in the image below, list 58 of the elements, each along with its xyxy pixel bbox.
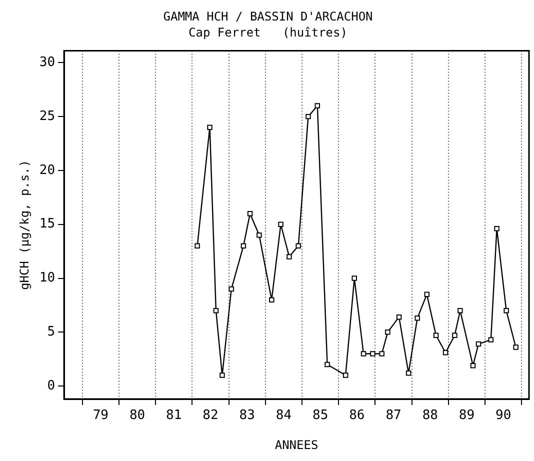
point — [379, 351, 384, 356]
point — [370, 351, 376, 356]
point — [476, 341, 482, 347]
y-tick-label: 25 — [39, 108, 56, 124]
x-tick-label: 82 — [202, 408, 218, 424]
point — [513, 344, 518, 350]
y-tick-label: 5 — [47, 324, 56, 340]
point — [488, 337, 494, 342]
point — [414, 316, 420, 321]
point — [306, 114, 311, 120]
point — [296, 243, 301, 249]
y-tick-label: 20 — [39, 162, 56, 178]
y-tick-label: 10 — [39, 270, 56, 286]
point — [207, 124, 212, 130]
point — [228, 286, 234, 292]
point — [406, 370, 412, 376]
point — [458, 308, 463, 314]
y-tick-label: 0 — [47, 378, 56, 394]
x-tick-label: 86 — [349, 408, 365, 424]
point — [213, 308, 219, 314]
x-axis-title: ANNEES — [274, 438, 318, 452]
y-axis-title: gHCH (µg/kg, p.s.) — [17, 160, 32, 290]
chart-subtitle: Cap Ferret (huîtres) — [188, 26, 348, 40]
x-tick-label: 85 — [312, 408, 328, 424]
point — [494, 226, 500, 232]
x-tick-label: 90 — [496, 408, 512, 424]
point — [269, 297, 274, 302]
point — [352, 276, 357, 281]
point — [342, 372, 348, 378]
point — [452, 332, 458, 338]
x-tick-label: 88 — [422, 408, 438, 424]
x-tick-label: 80 — [129, 408, 146, 424]
point — [247, 210, 253, 216]
point — [324, 362, 330, 368]
x-tick-label: 89 — [458, 408, 475, 424]
point — [256, 232, 262, 238]
x-tick-label: 79 — [92, 408, 108, 424]
point — [442, 350, 448, 356]
point — [194, 243, 200, 249]
point — [424, 292, 430, 298]
x-tick-label: 83 — [239, 408, 255, 424]
point — [220, 372, 225, 378]
point — [286, 254, 292, 260]
point — [360, 351, 366, 356]
y-tick-label: 15 — [39, 216, 56, 232]
point — [504, 308, 509, 314]
x-tick-label: 87 — [386, 408, 402, 424]
point — [240, 243, 246, 249]
x-tick-label: 84 — [276, 408, 292, 424]
x-tick-label: 81 — [166, 408, 182, 424]
point — [278, 222, 284, 227]
point — [385, 330, 390, 335]
point — [396, 314, 402, 320]
chart-title: GAMMA HCH / BASSIN D'ARCACHON — [163, 9, 373, 24]
point — [314, 103, 320, 108]
y-tick-label: 30 — [39, 55, 56, 70]
point — [470, 362, 476, 368]
point — [433, 332, 439, 338]
